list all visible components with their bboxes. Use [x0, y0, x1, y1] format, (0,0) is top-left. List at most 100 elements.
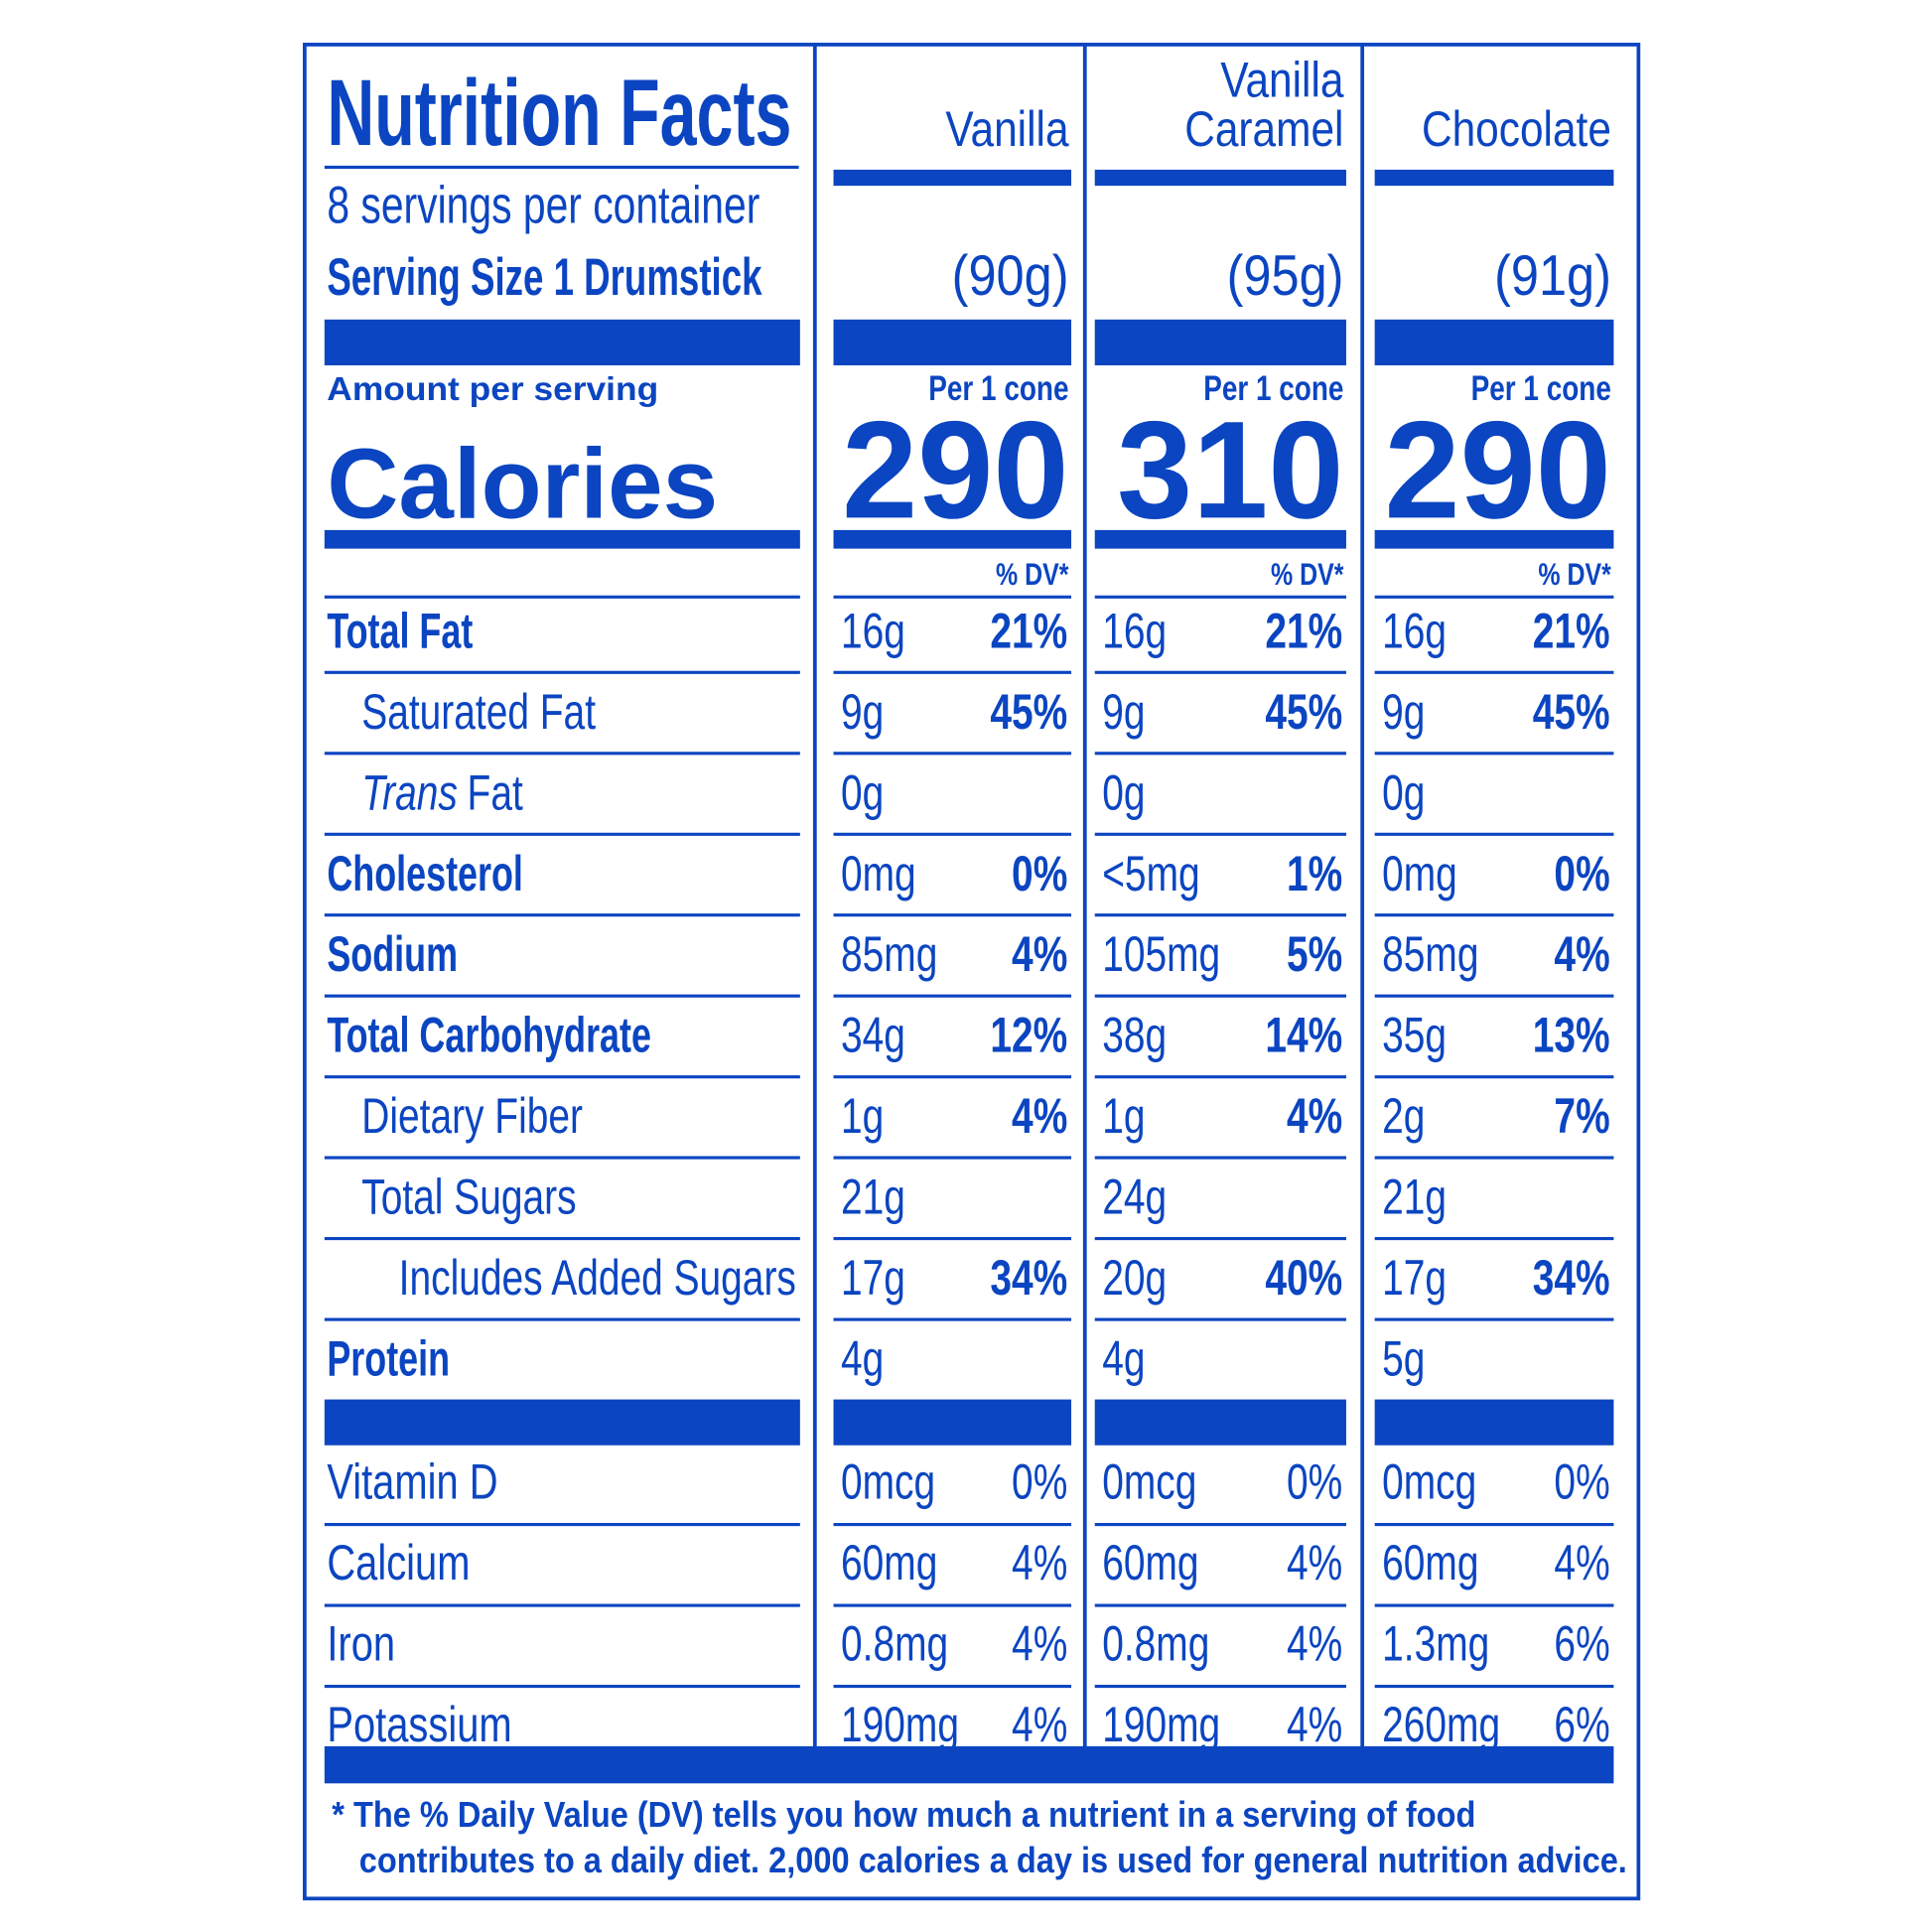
- amount-group: 60mg: [841, 1535, 937, 1590]
- amount-per-serving: Amount per serving: [327, 371, 658, 408]
- thick-bar: [1094, 1399, 1346, 1446]
- nutrient-label-group: Dietary Fiber: [361, 1089, 583, 1145]
- daily-value-group: 4%: [1012, 1535, 1067, 1590]
- daily-value: 4%: [1287, 1089, 1342, 1145]
- amount-group: 0mcg: [841, 1454, 935, 1510]
- daily-value: 21%: [1265, 604, 1342, 659]
- daily-value-group: 13%: [1533, 1008, 1610, 1063]
- amount-group: 60mg: [1102, 1535, 1198, 1590]
- servings: 8 servings per container: [327, 176, 759, 234]
- amount-group: 85mg: [1382, 927, 1478, 983]
- amount: 0mcg: [1382, 1454, 1476, 1510]
- amount: 21g: [1382, 1170, 1447, 1225]
- amount: 105mg: [1102, 927, 1220, 983]
- thick-bar: [1374, 529, 1614, 549]
- per-cone: Per 1 cone: [1471, 368, 1611, 408]
- title-group: Nutrition Facts: [327, 61, 791, 165]
- serving-size: Serving Size 1 Drumstick: [327, 247, 762, 306]
- amount: 1g: [1102, 1089, 1145, 1145]
- amount-group: 1.3mg: [1382, 1616, 1489, 1672]
- daily-value-group: 4%: [1012, 1616, 1067, 1672]
- vitamin-label: Vitamin D: [327, 1453, 497, 1509]
- amount-group: 16g: [1102, 604, 1167, 659]
- amount: 0mg: [1382, 846, 1457, 901]
- amount-group: 4g: [1102, 1331, 1145, 1387]
- amount-group: 0mg: [841, 846, 916, 901]
- nutrient-label-group: Protein: [327, 1332, 450, 1387]
- thick-bar: [1374, 169, 1614, 187]
- thick-bar: [1094, 529, 1346, 549]
- amount: 24g: [1102, 1170, 1167, 1225]
- daily-value: 21%: [990, 604, 1067, 659]
- nutrient-label: Dietary Fiber: [361, 1089, 583, 1145]
- column-name: Caramel: [1184, 101, 1343, 157]
- amount-group: 0mg: [1382, 846, 1457, 901]
- amount: 60mg: [1102, 1535, 1198, 1590]
- amount: 9g: [1382, 684, 1425, 740]
- amount-group: 9g: [841, 684, 884, 740]
- nutrient-label-group: Total Sugars: [361, 1170, 576, 1225]
- amount: 85mg: [841, 927, 937, 983]
- amount-group: 2g: [1382, 1089, 1425, 1145]
- calories-label-group: Calories: [327, 429, 718, 539]
- amount: 0g: [1102, 765, 1145, 821]
- per-cone-group: Per 1 cone: [1203, 368, 1343, 408]
- amount-group: 34g: [841, 1008, 905, 1063]
- serving-weight: (91g): [1494, 244, 1611, 308]
- amount-group: 105mg: [1102, 927, 1220, 983]
- thick-bar: [1094, 319, 1346, 365]
- serving-weight: (95g): [1227, 244, 1344, 308]
- serving-size-group: Serving Size 1 Drumstick: [327, 247, 762, 306]
- daily-value-group: 0%: [1554, 1454, 1609, 1510]
- footnote: * The % Daily Value (DV) tells you how m…: [332, 1795, 1475, 1835]
- daily-value-group: 4%: [1012, 927, 1067, 983]
- amount: 5g: [1382, 1331, 1425, 1387]
- daily-value-group: 45%: [990, 684, 1067, 740]
- vitamin-label-group: Potassium: [327, 1696, 511, 1751]
- calories-label: Calories: [327, 429, 718, 539]
- calories-value: 290: [1384, 393, 1610, 548]
- vitamin-label-group: Vitamin D: [327, 1453, 497, 1509]
- nutrient-label: Total Fat: [327, 605, 473, 659]
- calories-value-group: 290: [1384, 393, 1610, 548]
- daily-value: 0%: [1012, 1454, 1067, 1510]
- amount: 60mg: [1382, 1535, 1478, 1590]
- calories-value: 310: [1117, 393, 1343, 548]
- daily-value: 45%: [1265, 684, 1342, 740]
- amount-group: 260mg: [1382, 1697, 1500, 1752]
- amount-group: 85mg: [841, 927, 937, 983]
- amount-group: 1g: [1102, 1089, 1145, 1145]
- amount-group: 60mg: [1382, 1535, 1478, 1590]
- daily-value: 4%: [1012, 927, 1067, 983]
- nutrient-label: Trans Fat: [361, 765, 523, 821]
- amount: 1g: [841, 1089, 884, 1145]
- dv-header: % DV*: [1271, 556, 1343, 591]
- daily-value: 4%: [1012, 1535, 1067, 1590]
- daily-value: 4%: [1554, 1535, 1609, 1590]
- daily-value-group: 21%: [990, 604, 1067, 659]
- amount-group: 17g: [1382, 1250, 1447, 1306]
- amount-group: 35g: [1382, 1008, 1447, 1063]
- dv-header-group: % DV*: [996, 556, 1068, 591]
- daily-value-group: 4%: [1012, 1697, 1067, 1752]
- daily-value: 4%: [1012, 1089, 1067, 1145]
- nutrient-label-group: Includes Added Sugars: [399, 1250, 796, 1306]
- daily-value: 40%: [1265, 1250, 1342, 1306]
- footnote: contributes to a daily diet. 2,000 calor…: [359, 1842, 1627, 1881]
- daily-value: 7%: [1554, 1089, 1609, 1145]
- daily-value: 0%: [1287, 1454, 1342, 1510]
- amount: 0mg: [841, 846, 916, 901]
- daily-value-group: 34%: [1533, 1250, 1610, 1306]
- amount: 4g: [1102, 1331, 1145, 1387]
- daily-value-group: 0%: [1012, 846, 1067, 901]
- amount: 16g: [1382, 604, 1447, 659]
- daily-value: 12%: [990, 1008, 1067, 1063]
- amount-group: 0g: [1102, 765, 1145, 821]
- amount: 0g: [1382, 765, 1425, 821]
- daily-value: 4%: [1554, 927, 1609, 983]
- amount-group: 190mg: [1102, 1697, 1220, 1752]
- daily-value-group: 45%: [1265, 684, 1342, 740]
- daily-value: 4%: [1287, 1535, 1342, 1590]
